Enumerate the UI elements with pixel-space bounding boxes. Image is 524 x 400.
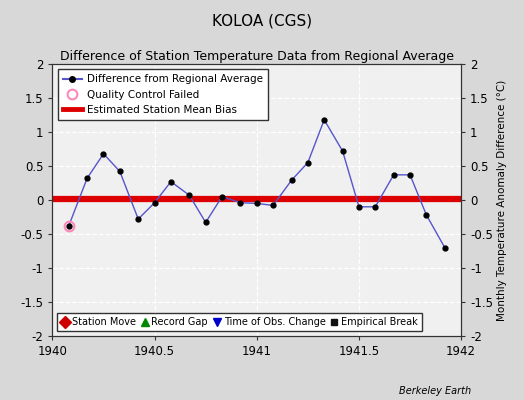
Text: Berkeley Earth: Berkeley Earth [399, 386, 472, 396]
Text: KOLOA (CGS): KOLOA (CGS) [212, 14, 312, 29]
Y-axis label: Monthly Temperature Anomaly Difference (°C): Monthly Temperature Anomaly Difference (… [497, 79, 507, 321]
Title: Difference of Station Temperature Data from Regional Average: Difference of Station Temperature Data f… [60, 50, 454, 63]
Legend: Station Move, Record Gap, Time of Obs. Change, Empirical Break: Station Move, Record Gap, Time of Obs. C… [57, 313, 422, 331]
